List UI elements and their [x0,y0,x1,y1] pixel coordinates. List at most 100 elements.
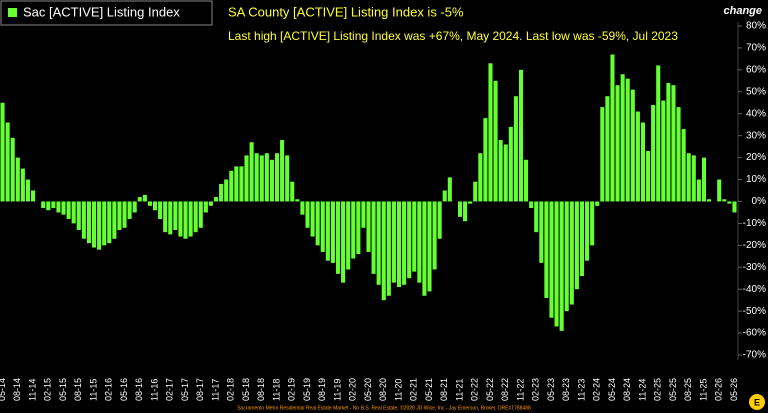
x-tick-label: 08-17 [195,378,205,401]
bar [696,179,701,202]
y-tick-label: 80% [746,21,766,32]
x-tick-label: 02-16 [104,378,114,401]
bar [651,104,656,202]
bar [559,201,564,331]
bar [595,201,600,206]
bar [544,201,549,298]
chart-title: SA County [ACTIVE] Listing Index is -5% [228,4,464,19]
bar [569,201,574,305]
bar [620,74,625,202]
bar [585,201,590,261]
bar [274,153,280,202]
bar [635,111,640,202]
bar [239,166,244,202]
bar [518,69,524,202]
bar [142,194,147,202]
x-tick-label: 02-21 [409,378,419,401]
y-axis-label: change [723,5,762,17]
bar [97,201,102,250]
source: Sacramento Metro Residential Real Estate… [237,404,531,411]
bar [457,201,463,217]
bar [630,89,635,202]
bar [178,201,183,237]
bar [717,179,722,202]
bar [529,201,534,209]
bar [320,201,325,252]
bar [335,201,341,274]
bar [661,100,666,202]
legend-box [0,0,213,26]
x-tick-label: 08-25 [683,378,693,401]
bar [147,201,152,206]
bar [31,190,36,202]
bar [605,96,610,202]
x-tick-label: 11-22 [515,379,525,401]
bar [671,85,676,202]
bar [229,170,234,202]
x-tick-label: 11-20 [393,379,403,401]
bar [498,140,503,202]
bar [295,199,300,202]
x-tick-label: 08-22 [500,378,510,401]
bar [198,201,203,228]
bar [244,155,249,202]
bar [158,201,163,220]
bar [493,80,498,202]
bar [554,201,559,327]
bar [366,201,371,252]
x-tick-label: 02-22 [470,378,480,401]
y-tick-label: 20% [746,152,766,163]
x-tick-label: 11-15 [88,379,98,401]
bar [432,201,437,270]
bar [249,142,254,202]
bar [264,153,269,202]
bar [305,201,310,228]
bar [676,107,681,202]
x-tick-label: 02-15 [43,378,53,401]
bar [168,201,173,235]
x-tick-label: 05-18 [241,378,251,401]
x-tick-label: 11-23 [576,379,586,401]
bar [615,85,620,202]
bar [478,153,483,202]
y-tick-label: -50% [743,306,766,317]
bar [356,201,361,255]
y-tick-label: 10% [746,174,766,185]
bar [10,137,15,202]
x-tick-label: 05-17 [180,378,190,401]
bar [285,155,290,202]
bar [25,179,30,202]
bar [86,201,91,244]
x-tick-label: 05-14 [0,378,7,401]
bar [112,201,117,239]
logo [749,394,765,410]
bar [513,96,518,202]
bar [280,140,285,202]
bar [417,201,422,283]
bar [219,183,224,202]
x-tick-label: 08-21 [439,378,449,401]
bar [15,157,20,202]
bar [371,201,376,274]
bar [524,159,529,202]
bar [549,201,554,318]
bar [564,201,569,312]
bar [102,201,107,246]
y-tick-label: 60% [746,65,766,76]
bar [407,201,412,279]
x-tick-label: 02-23 [531,378,541,401]
x-tick-label: 02-20 [348,378,358,401]
x-tick-label: 11-21 [454,379,464,401]
x-tick-label: 11-25 [698,379,708,401]
bar [442,190,447,202]
bar [427,201,432,292]
bar [300,201,305,215]
bar [727,201,732,204]
bar [463,201,468,222]
bar [701,157,706,202]
bar [46,201,51,211]
bar [473,181,478,202]
bar [325,201,330,261]
bar [483,118,488,202]
